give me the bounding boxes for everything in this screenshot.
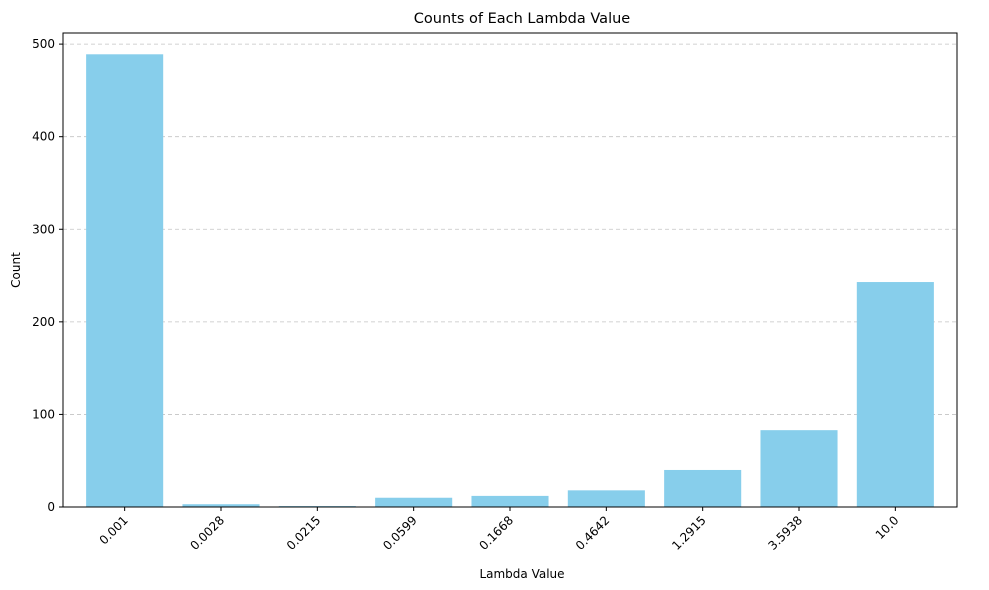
bar	[86, 54, 164, 507]
y-tick-label: 300	[32, 222, 55, 236]
x-axis-ticks: 0.001 0.0028 0.0215 0.0599 0.1668 0.4642 1.291…	[97, 507, 902, 553]
x-axis-label: Lambda Value	[479, 567, 564, 581]
y-tick-label: 100	[32, 407, 55, 421]
bars-group	[86, 54, 934, 507]
x-tick-label: 0.0215	[284, 513, 324, 553]
bar	[856, 282, 934, 507]
x-tick-label: 0.0599	[380, 513, 420, 553]
chart-title: Counts of Each Lambda Value	[414, 11, 631, 27]
x-tick-label: 0.001	[97, 513, 131, 547]
bar	[567, 490, 645, 507]
bar	[375, 497, 453, 507]
bar	[182, 504, 260, 507]
x-tick-label: 1.2915	[669, 513, 709, 553]
y-axis-label: Count	[9, 252, 23, 288]
y-tick-label: 500	[32, 37, 55, 51]
bar	[471, 495, 549, 507]
bar	[760, 430, 838, 507]
x-tick-label: 3.5938	[766, 513, 806, 553]
x-tick-label: 0.4642	[573, 513, 613, 553]
x-tick-label: 10.0	[873, 513, 902, 542]
y-tick-label: 200	[32, 315, 55, 329]
y-axis-ticks: 0 100 200 300 400 500	[32, 37, 63, 514]
bar	[664, 469, 742, 507]
x-tick-label: 0.1668	[477, 513, 517, 553]
y-tick-label: 400	[32, 130, 55, 144]
x-tick-label: 0.0028	[188, 513, 228, 553]
y-tick-label: 0	[47, 500, 55, 514]
